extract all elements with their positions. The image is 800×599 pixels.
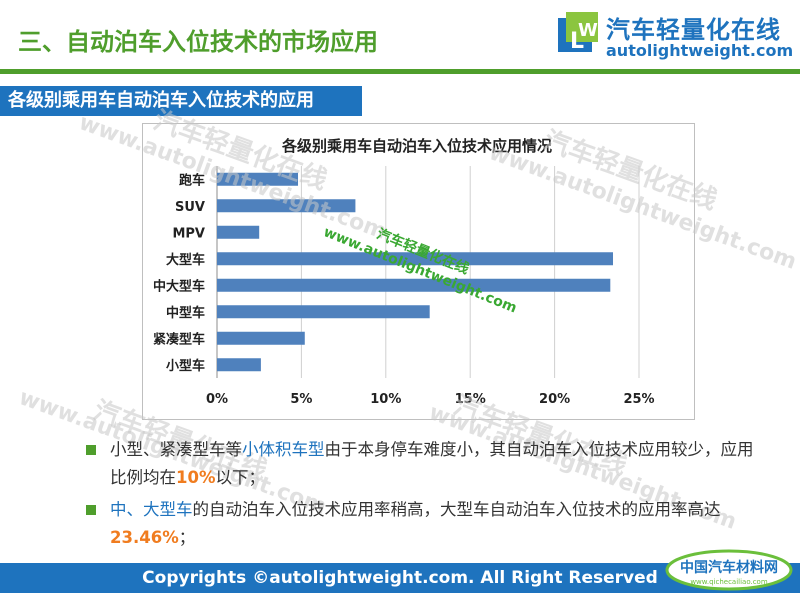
bullet-percent: 23.46% [110, 528, 179, 547]
bar-chart: 各级别乘用车自动泊车入位技术应用情况 跑车 SUV MPV 大型车中大型车中型车紧凑型… [153, 137, 655, 407]
x-tick-label: 25% [623, 392, 654, 407]
bar [217, 172, 299, 186]
bar [217, 305, 430, 319]
logo-text-en: autolightweight.com [606, 41, 794, 60]
y-category-label: 小型车 [166, 358, 205, 374]
bullet-square-icon [86, 445, 96, 455]
brand-logo: L W 汽车轻量化在线 autolightweight.com [556, 8, 793, 66]
section-title: 各级别乘用车自动泊车入位技术的应用 [0, 86, 362, 116]
y-category-label: 跑车 [179, 172, 205, 188]
bullet-text: ； [178, 528, 196, 547]
header-divider [0, 69, 800, 74]
y-category-label: 紧凑型车 [153, 331, 205, 347]
logo-mark-icon: L W [558, 12, 598, 54]
corner-logo-cn: 中国汽车材料网 [680, 559, 778, 576]
logo-text-cn: 汽车轻量化在线 [606, 16, 781, 44]
x-tick-label: 5% [290, 392, 312, 407]
x-tick-label: 0% [206, 392, 228, 407]
bar [217, 358, 261, 372]
bullet-text: 以下； [215, 468, 266, 487]
page-title: 三、自动泊车入位技术的市场应用 [18, 28, 378, 56]
corner-logo-en: www.qichecailiao.com [690, 578, 768, 586]
y-category-label: 中型车 [166, 305, 205, 321]
bullet-text: 小型、紧凑型车等 [110, 440, 242, 459]
bullet-square-icon [86, 505, 96, 515]
bullet-item: 中、大型车的自动泊车入位技术应用率稍高，大型车自动泊车入位技术的应用率高达 23.… [86, 496, 766, 552]
bullet-highlight: 小体积车型 [242, 440, 325, 459]
bullet-percent: 10% [176, 468, 216, 487]
bullet-list: 小型、紧凑型车等小体积车型由于本身停车难度小，其自动泊车入位技术应用较少，应用比… [86, 436, 766, 556]
bar [217, 225, 260, 239]
bullet-text: 的自动泊车入位技术应用率稍高，大型车自动泊车入位技术的应用率高达 [192, 500, 721, 519]
bar [217, 199, 356, 213]
x-tick-label: 10% [370, 392, 401, 407]
bar [217, 331, 305, 345]
chart-title: 各级别乘用车自动泊车入位技术应用情况 [281, 137, 552, 155]
bullet-item: 小型、紧凑型车等小体积车型由于本身停车难度小，其自动泊车入位技术应用较少，应用比… [86, 436, 766, 492]
svg-text:L: L [570, 29, 584, 54]
bullet-text: 由于本身停车难度小，其自动泊车入位技术应用较少，应用比例均在 [110, 440, 754, 487]
bar [217, 252, 614, 266]
y-category-label: SUV [175, 200, 205, 215]
x-tick-label: 15% [455, 392, 486, 407]
y-category-label: 中大型车 [153, 278, 205, 294]
bullet-highlight: 中、大型车 [110, 500, 193, 519]
svg-text:W: W [578, 20, 598, 41]
x-tick-label: 20% [539, 392, 570, 407]
y-category-label: MPV [172, 226, 205, 241]
corner-logo-icon: 中国汽车材料网 www.qichecailiao.com [665, 549, 793, 591]
y-category-label: 大型车 [166, 252, 205, 268]
bar [217, 278, 611, 292]
